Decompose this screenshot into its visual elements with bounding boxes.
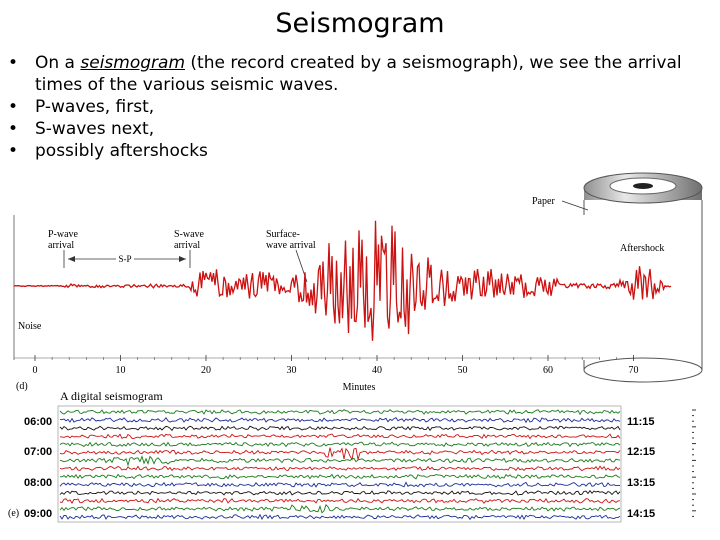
minutes-tick-label: 50 [458, 365, 468, 376]
digital-trace-row [59, 433, 621, 440]
paper-pointer [561, 200, 589, 211]
digital-trace-row [59, 441, 621, 448]
minutes-tick-label: 70 [629, 365, 639, 376]
digital-trace-row [59, 417, 621, 424]
minutes-tick-label: 20 [201, 365, 211, 376]
digital-right-time-1315: 13:15 [627, 477, 655, 489]
panel-d-label: (d) [16, 381, 28, 392]
digital-right-time-1115: 11:15 [627, 416, 655, 428]
digital-trace-row [59, 425, 621, 432]
minutes-axis-title: Minutes [343, 382, 376, 393]
digital-trace-row [59, 455, 621, 467]
bullet-p-waves: P-waves, first, [8, 96, 713, 118]
digital-trace-row [59, 481, 621, 488]
digital-left-time-0900: 09:00 [24, 508, 52, 520]
bullet-list: On a seismogram (the record created by a… [8, 52, 713, 162]
minutes-axis: 0 10 20 30 40 50 60 70 [14, 355, 639, 376]
digital-side-scale [692, 409, 696, 517]
digital-left-time-0800: 08:00 [24, 477, 52, 489]
digital-trace-row [59, 465, 621, 472]
digital-right-time-1215: 12:15 [627, 446, 655, 458]
digital-left-time-0700: 07:00 [24, 446, 52, 458]
bullet-aftershocks: possibly aftershocks [8, 140, 713, 162]
digital-trace-row [59, 489, 621, 496]
digital-seismogram-traces [59, 409, 621, 521]
digital-trace-row [59, 503, 621, 514]
minutes-tick-label: 30 [287, 365, 297, 376]
minutes-tick-label: 60 [543, 365, 553, 376]
bullet-seismogram-definition: On a seismogram (the record created by a… [8, 52, 713, 96]
p-wave-label: P-wave arrival [48, 229, 81, 251]
surface-wave-label: Surface- wave arrival [266, 229, 316, 251]
minutes-tick-label: 0 [33, 365, 38, 376]
noise-label: Noise [18, 321, 42, 332]
digital-left-time-0600: 06:00 [24, 416, 52, 428]
term-seismogram: seismogram [80, 53, 186, 73]
seismograph-drum [583, 172, 703, 383]
digital-trace-row [59, 473, 621, 480]
digital-right-time-1415: 14:15 [627, 508, 655, 520]
digital-seismogram-caption: A digital seismogram [60, 389, 163, 403]
aftershock-label: Aftershock [620, 243, 664, 254]
digital-trace-row [59, 409, 621, 416]
digital-trace-row [59, 497, 621, 504]
seismogram-trace [13, 220, 672, 341]
minutes-tick-label: 10 [116, 365, 126, 376]
bullet-s-waves: S-waves next, [8, 118, 713, 140]
sp-label: S-P [118, 254, 131, 264]
slide-title: Seismogram [275, 8, 445, 39]
minutes-tick-label: 40 [372, 365, 382, 376]
panel-e-label: (e) [8, 508, 19, 519]
digital-trace-row [59, 513, 621, 521]
digital-trace-row [59, 447, 621, 461]
digital-seismogram-frame [57, 405, 622, 523]
s-wave-label: S-wave arrival [174, 229, 207, 251]
paper-label: Paper [532, 196, 555, 207]
